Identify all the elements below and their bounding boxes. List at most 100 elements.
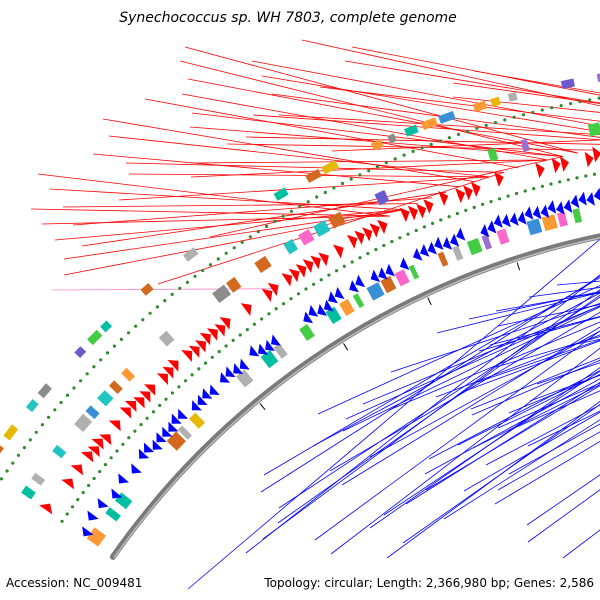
gc-dot-inner (296, 292, 301, 296)
forward-gene-arrow (584, 151, 594, 168)
annotation-block (481, 234, 492, 250)
gc-dot-inner (481, 202, 485, 206)
gc-dot-inner (76, 498, 80, 502)
forward-gene-arrow (470, 181, 481, 197)
gc-dot-outer (597, 96, 600, 100)
leader-line (369, 367, 600, 529)
annotation-block (226, 276, 242, 293)
gc-dot-inner (145, 416, 149, 420)
forward-gene-arrow (310, 255, 321, 270)
forward-gene-arrow (494, 171, 504, 187)
gc-dot-outer (185, 280, 189, 284)
forward-gene-arrow (167, 360, 179, 372)
annotation-block (526, 218, 543, 236)
leader-line (457, 373, 600, 446)
annotation-block (496, 228, 510, 245)
forward-gene-arrow (423, 199, 434, 214)
annotation-block (380, 275, 397, 294)
annotation-block (236, 369, 254, 388)
gc-dot-outer (170, 292, 174, 296)
gc-dot-inner (327, 273, 331, 277)
reverse-gene-arrow (209, 384, 220, 395)
gc-dot-outer (256, 230, 260, 234)
gc-dot-inner (350, 260, 354, 264)
forward-gene-arrow (195, 340, 207, 353)
gc-dot-inner (245, 328, 249, 332)
forward-gene-arrow (91, 438, 104, 450)
gc-dot-outer (289, 209, 293, 213)
forward-gene-arrow (261, 288, 273, 302)
gc-dot-outer (47, 415, 51, 419)
gc-dot-inner (506, 194, 510, 198)
leader-line (301, 39, 600, 107)
gc-dot-inner (422, 225, 426, 229)
annotation-block (366, 282, 385, 301)
gc-dot-inner (282, 302, 286, 306)
annotation-block (472, 100, 487, 113)
gc-dot-inner (170, 391, 174, 395)
leader-line (118, 176, 490, 201)
reverse-gene-arrow (442, 236, 453, 250)
reverse-gene-arrow (456, 227, 466, 241)
leader-line (278, 296, 600, 509)
genome-backbone (109, 233, 600, 560)
annotation-block (31, 472, 46, 486)
gc-dot-outer (193, 274, 197, 278)
gc-dot-inner (455, 211, 459, 216)
gc-dot-outer (148, 311, 152, 315)
gc-dot-inner (575, 176, 579, 180)
gc-dot-outer (323, 190, 327, 194)
annotation-block (87, 329, 103, 346)
gc-dot-outer (59, 400, 63, 405)
annotation-block (404, 124, 419, 137)
annotation-block (560, 78, 575, 89)
annotation-block (74, 413, 93, 432)
reverse-gene-arrow (97, 498, 109, 509)
gc-dot-inner (252, 322, 256, 326)
reverse-gene-arrow (509, 212, 519, 226)
gc-dot-inner (335, 269, 339, 273)
reverse-gene-arrow (487, 220, 497, 234)
reverse-gene-arrow (197, 394, 208, 405)
leader-line (190, 159, 549, 178)
forward-gene-arrow (407, 205, 418, 221)
gc-dot-outer (340, 181, 345, 186)
annotation-block (260, 350, 279, 369)
reverse-gene-arrow (570, 194, 580, 209)
leader-line (489, 316, 600, 346)
gc-dot-inner (464, 208, 468, 212)
gc-dot-outer (79, 379, 83, 383)
forward-gene-arrow (108, 420, 121, 432)
annotation-block (212, 284, 232, 303)
annotation-block (490, 96, 501, 107)
leader-line (494, 440, 600, 505)
reverse-gene-arrow (378, 267, 388, 280)
gc-dot-inner (238, 333, 242, 337)
gc-dot-outer (540, 108, 544, 112)
gc-dot-inner (65, 512, 69, 516)
forward-gene-arrow (119, 407, 132, 419)
gc-dot-outer (16, 453, 21, 457)
gc-dot-outer (224, 251, 228, 255)
annotation-block (370, 139, 384, 151)
reverse-gene-arrow (586, 192, 595, 206)
annotation-block (21, 485, 36, 500)
gc-dot-outer (126, 331, 131, 335)
forward-gene-arrow (354, 230, 365, 245)
annotation-block (158, 330, 175, 347)
gc-dot-inner (60, 519, 64, 523)
annotation-block (121, 367, 135, 382)
gc-dot-outer (484, 123, 488, 127)
gc-dot-inner (158, 403, 162, 407)
gc-dot-outer (5, 469, 9, 473)
gc-dot-outer (72, 386, 76, 390)
forward-gene-arrow (240, 303, 252, 316)
gc-dot-inner (382, 243, 386, 248)
reverse-gene-arrow (271, 334, 281, 346)
gc-dot-outer (447, 136, 451, 140)
gc-dot-inner (121, 442, 125, 446)
gc-dot-inner (203, 361, 208, 365)
gc-dot-inner (260, 317, 264, 321)
gc-dot-inner (374, 247, 378, 252)
